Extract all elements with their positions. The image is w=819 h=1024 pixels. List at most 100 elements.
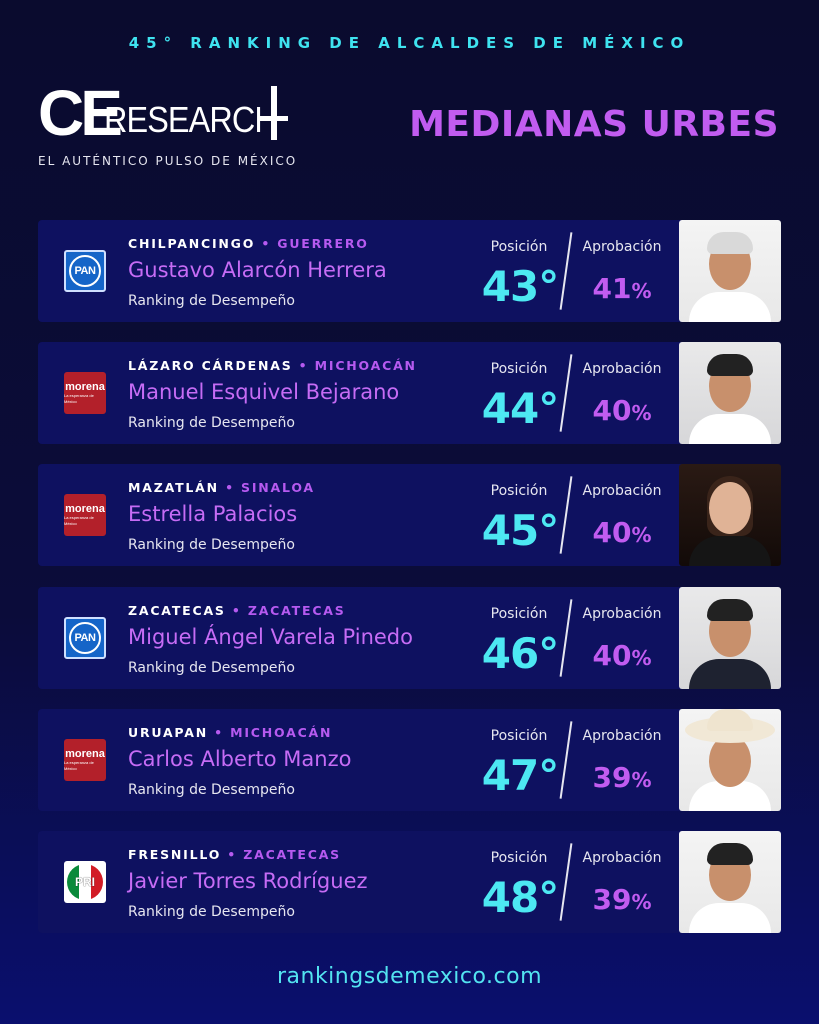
approval-label: Aprobación — [582, 361, 662, 377]
mayor-city: FRESNILLO — [128, 847, 222, 862]
separator-dot: • — [231, 603, 242, 618]
mayor-name: Gustavo Alarcón Herrera — [128, 258, 387, 282]
logo-cross-icon — [260, 86, 290, 140]
pri-logo-text: PRI — [74, 875, 95, 889]
approval-unit: % — [631, 523, 652, 547]
mayor-city: CHILPANCINGO — [128, 236, 256, 251]
mayor-city: ZACATECAS — [128, 603, 226, 618]
mayor-city: LÁZARO CÁRDENAS — [128, 358, 293, 373]
mayor-card: PAN CHILPANCINGO • GUERRERO Gustavo Alar… — [38, 220, 781, 322]
separator-dot: • — [225, 480, 235, 495]
approval-number: 41 — [592, 272, 632, 305]
position-label: Posición — [490, 361, 548, 377]
mayor-state: SINALOA — [241, 480, 315, 495]
mayor-photo — [679, 342, 781, 444]
mayor-photo — [679, 464, 781, 566]
morena-logo-subtext: La esperanza de México — [64, 760, 94, 771]
morena-logo-icon: morena La esperanza de México — [64, 372, 106, 414]
position-label: Posición — [490, 239, 548, 255]
slash-divider — [559, 476, 573, 554]
pri-logo-icon: PRI — [64, 861, 106, 903]
separator-dot: • — [214, 725, 224, 740]
approval-unit: % — [631, 768, 652, 792]
website-link[interactable]: rankingsdemexico.com — [276, 964, 543, 989]
separator-dot: • — [298, 358, 309, 373]
approval-value: 39% — [578, 883, 666, 916]
mayor-photo — [679, 220, 781, 322]
approval-label: Aprobación — [582, 239, 662, 255]
morena-logo-subtext: La esperanza de México — [64, 393, 94, 404]
mayor-subtitle: Ranking de Desempeño — [128, 904, 295, 920]
slash-divider — [559, 232, 573, 310]
mayor-place: CHILPANCINGO • GUERRERO — [128, 236, 369, 251]
approval-unit: % — [631, 890, 652, 914]
mayor-subtitle: Ranking de Desempeño — [128, 782, 295, 798]
position-label: Posición — [490, 483, 548, 499]
mayor-photo — [679, 831, 781, 933]
slash-divider — [559, 354, 573, 432]
mayor-card: morena La esperanza de México URUAPAN • … — [38, 709, 781, 811]
mayor-state: MICHOACÁN — [314, 358, 417, 373]
tagline: EL AUTÉNTICO PULSO DE MÉXICO — [38, 154, 298, 168]
position-value: 44° — [481, 384, 559, 433]
approval-label: Aprobación — [582, 483, 662, 499]
mayor-card: morena La esperanza de México LÁZARO CÁR… — [38, 342, 781, 444]
mayor-card: PAN ZACATECAS • ZACATECAS Miguel Ángel V… — [38, 587, 781, 689]
approval-unit: % — [631, 401, 652, 425]
mayor-name: Miguel Ángel Varela Pinedo — [128, 625, 413, 649]
approval-label: Aprobación — [582, 850, 662, 866]
approval-value: 40% — [578, 516, 666, 549]
approval-number: 39 — [592, 761, 632, 794]
morena-logo-text: morena — [65, 381, 105, 393]
morena-logo-icon: morena La esperanza de México — [64, 494, 106, 536]
slash-divider — [559, 843, 573, 921]
mayor-photo — [679, 587, 781, 689]
separator-dot: • — [227, 847, 238, 862]
mayor-state: GUERRERO — [277, 236, 369, 251]
morena-logo-subtext: La esperanza de México — [64, 515, 94, 526]
mayor-place: MAZATLÁN • SINALOA — [128, 480, 315, 495]
mayor-place: FRESNILLO • ZACATECAS — [128, 847, 341, 862]
position-label: Posición — [490, 606, 548, 622]
morena-logo-text: morena — [65, 503, 105, 515]
position-value: 45° — [481, 506, 559, 555]
mayor-subtitle: Ranking de Desempeño — [128, 660, 295, 676]
mayor-name: Manuel Esquivel Bejarano — [128, 380, 400, 404]
slash-divider — [559, 599, 573, 677]
approval-value: 39% — [578, 761, 666, 794]
mayor-card: PRI FRESNILLO • ZACATECAS Javier Torres … — [38, 831, 781, 933]
mayor-subtitle: Ranking de Desempeño — [128, 415, 295, 431]
pan-logo-icon: PAN — [64, 250, 106, 292]
mayor-name: Estrella Palacios — [128, 502, 298, 526]
position-label: Posición — [490, 728, 548, 744]
logo-ce: CE — [38, 77, 123, 149]
approval-unit: % — [631, 646, 652, 670]
position-value: 47° — [481, 751, 559, 800]
approval-label: Aprobación — [582, 728, 662, 744]
mayor-place: URUAPAN • MICHOACÁN — [128, 725, 332, 740]
approval-number: 40 — [592, 516, 632, 549]
logo-research: RESEARCH — [104, 99, 278, 140]
pan-logo-text: PAN — [69, 255, 101, 287]
approval-unit: % — [631, 279, 652, 303]
ce-research-logo: CE RESEARCH — [38, 77, 288, 150]
slash-divider — [559, 721, 573, 799]
mayor-card: morena La esperanza de México MAZATLÁN •… — [38, 464, 781, 566]
approval-number: 40 — [592, 394, 632, 427]
position-label: Posición — [490, 850, 548, 866]
pan-logo-text: PAN — [69, 622, 101, 654]
mayor-place: LÁZARO CÁRDENAS • MICHOACÁN — [128, 358, 417, 373]
separator-dot: • — [261, 236, 272, 251]
approval-label: Aprobación — [582, 606, 662, 622]
mayor-name: Javier Torres Rodríguez — [128, 869, 368, 893]
mayor-subtitle: Ranking de Desempeño — [128, 537, 295, 553]
approval-value: 40% — [578, 639, 666, 672]
position-value: 43° — [481, 262, 559, 311]
approval-value: 41% — [578, 272, 666, 305]
position-value: 46° — [481, 629, 559, 678]
mayor-city: URUAPAN — [128, 725, 208, 740]
top-banner: 45° RANKING DE ALCALDES DE MÉXICO — [128, 34, 691, 52]
mayor-photo — [679, 709, 781, 811]
section-title: MEDIANAS URBES — [409, 104, 779, 145]
mayor-state: ZACATECAS — [247, 603, 346, 618]
